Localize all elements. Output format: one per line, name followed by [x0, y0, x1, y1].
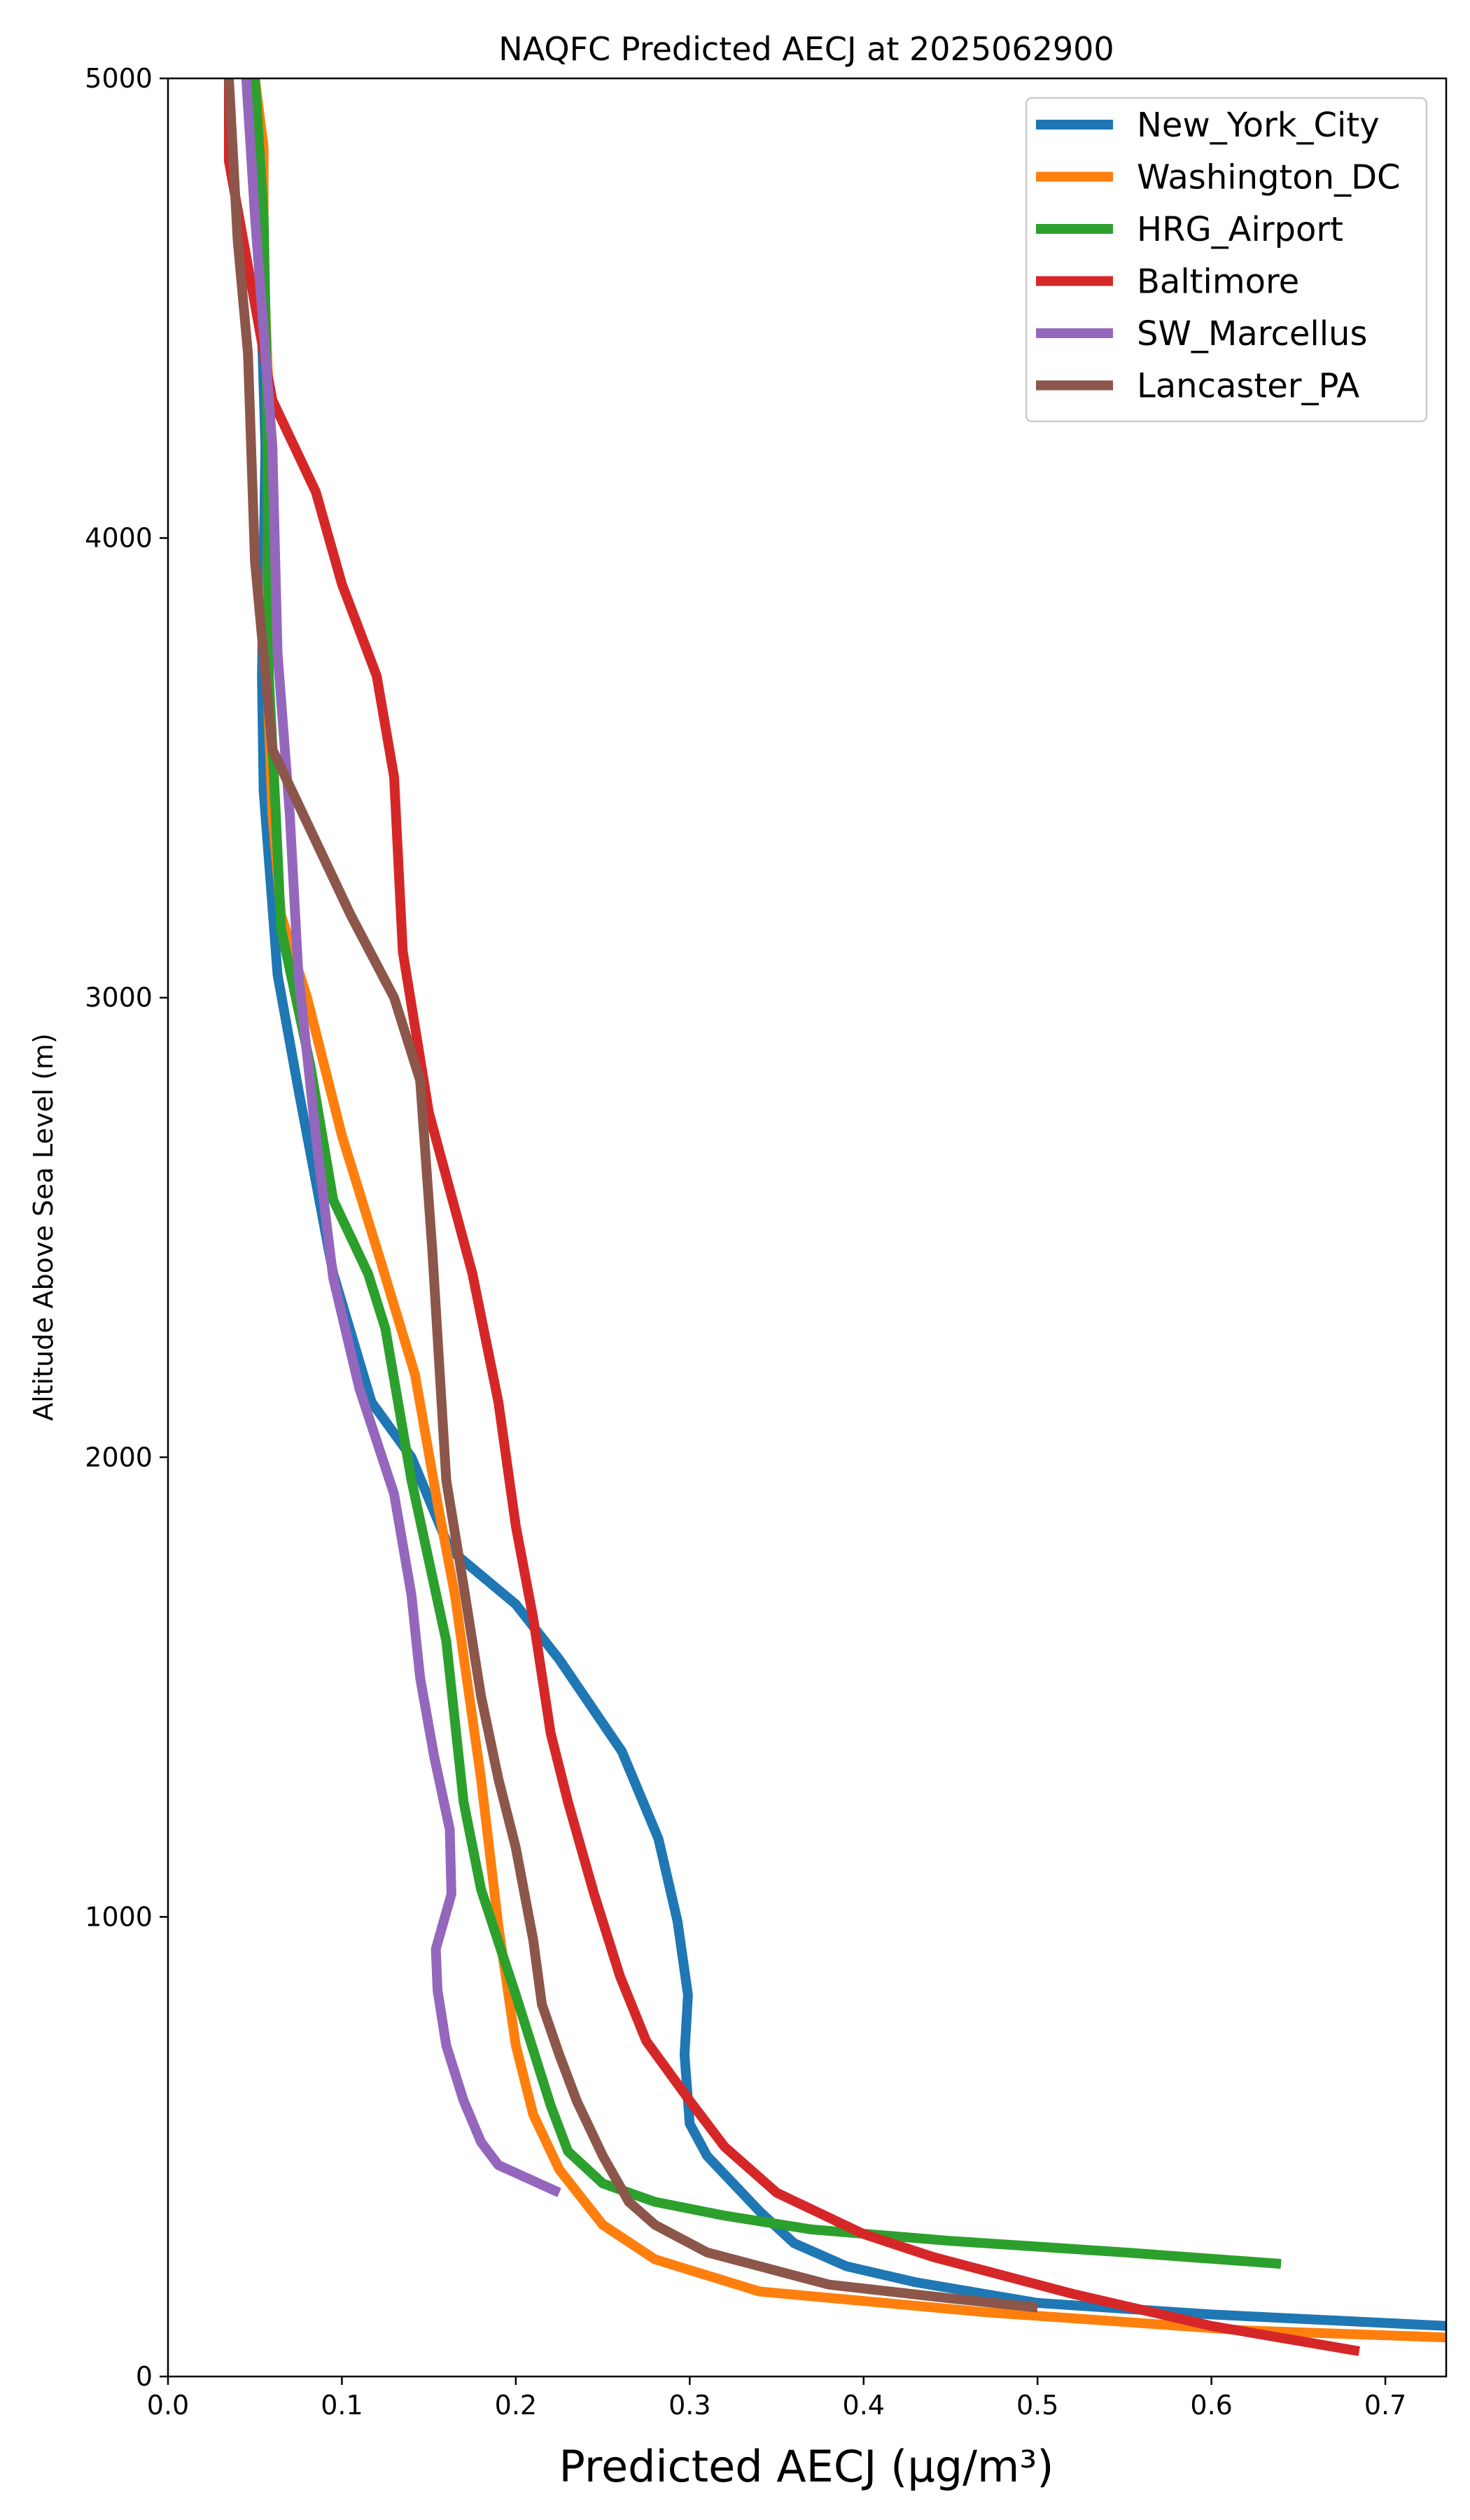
series-line-new-york-city	[250, 78, 1447, 2331]
x-tick-label: 0.1	[321, 2390, 363, 2421]
legend-box	[1025, 97, 1428, 423]
y-axis-label: Altitude Above Sea Level (m)	[28, 1033, 59, 1421]
series-line-sw-marcellus	[241, 78, 561, 2197]
series-line-baltimore	[224, 78, 1360, 2356]
legend-label-new-york-city: New_York_City	[1137, 106, 1380, 145]
x-tick-label: 0.6	[1190, 2390, 1232, 2421]
legend-label-sw-marcellus: SW_Marcellus	[1137, 314, 1367, 354]
legend-label-washington-dc: Washington_DC	[1137, 158, 1401, 197]
x-axis: 0.0 0.1 0.2 0.3 0.4 0.5 0.6 0.7	[147, 2376, 1406, 2421]
x-axis-label: Predicted AECJ (μg/m³)	[559, 2441, 1054, 2492]
x-tick-label: 0.3	[668, 2390, 710, 2421]
legend: New_York_City Washington_DC HRG_Airport Bal…	[1025, 97, 1428, 423]
series-line-lancaster-pa	[224, 78, 1038, 2313]
plot-lines	[224, 78, 1447, 2356]
legend-label-baltimore: Baltimore	[1137, 262, 1299, 302]
series-line-hrg-airport	[250, 78, 1282, 2269]
chart-title: NAQFC Predicted AECJ at 2025062900	[498, 30, 1114, 68]
x-tick-label: 0.4	[843, 2390, 885, 2421]
legend-label-hrg-airport: HRG_Airport	[1137, 210, 1343, 249]
y-tick-label: 4000	[85, 523, 153, 554]
y-tick-label: 0	[136, 2361, 153, 2392]
x-tick-label: 0.2	[495, 2390, 537, 2421]
y-tick-label: 5000	[85, 63, 153, 94]
y-tick-label: 3000	[85, 982, 153, 1013]
x-tick-label: 0.7	[1364, 2390, 1406, 2421]
y-tick-label: 2000	[85, 1442, 153, 1473]
x-tick-label: 0.0	[147, 2390, 189, 2421]
y-axis: 0 1000 2000 3000 4000 5000	[85, 63, 168, 2392]
y-tick-label: 1000	[85, 1901, 153, 1932]
x-tick-label: 0.5	[1016, 2390, 1058, 2421]
plot-frame	[167, 77, 1448, 2378]
legend-label-lancaster-pa: Lancaster_PA	[1137, 367, 1359, 406]
